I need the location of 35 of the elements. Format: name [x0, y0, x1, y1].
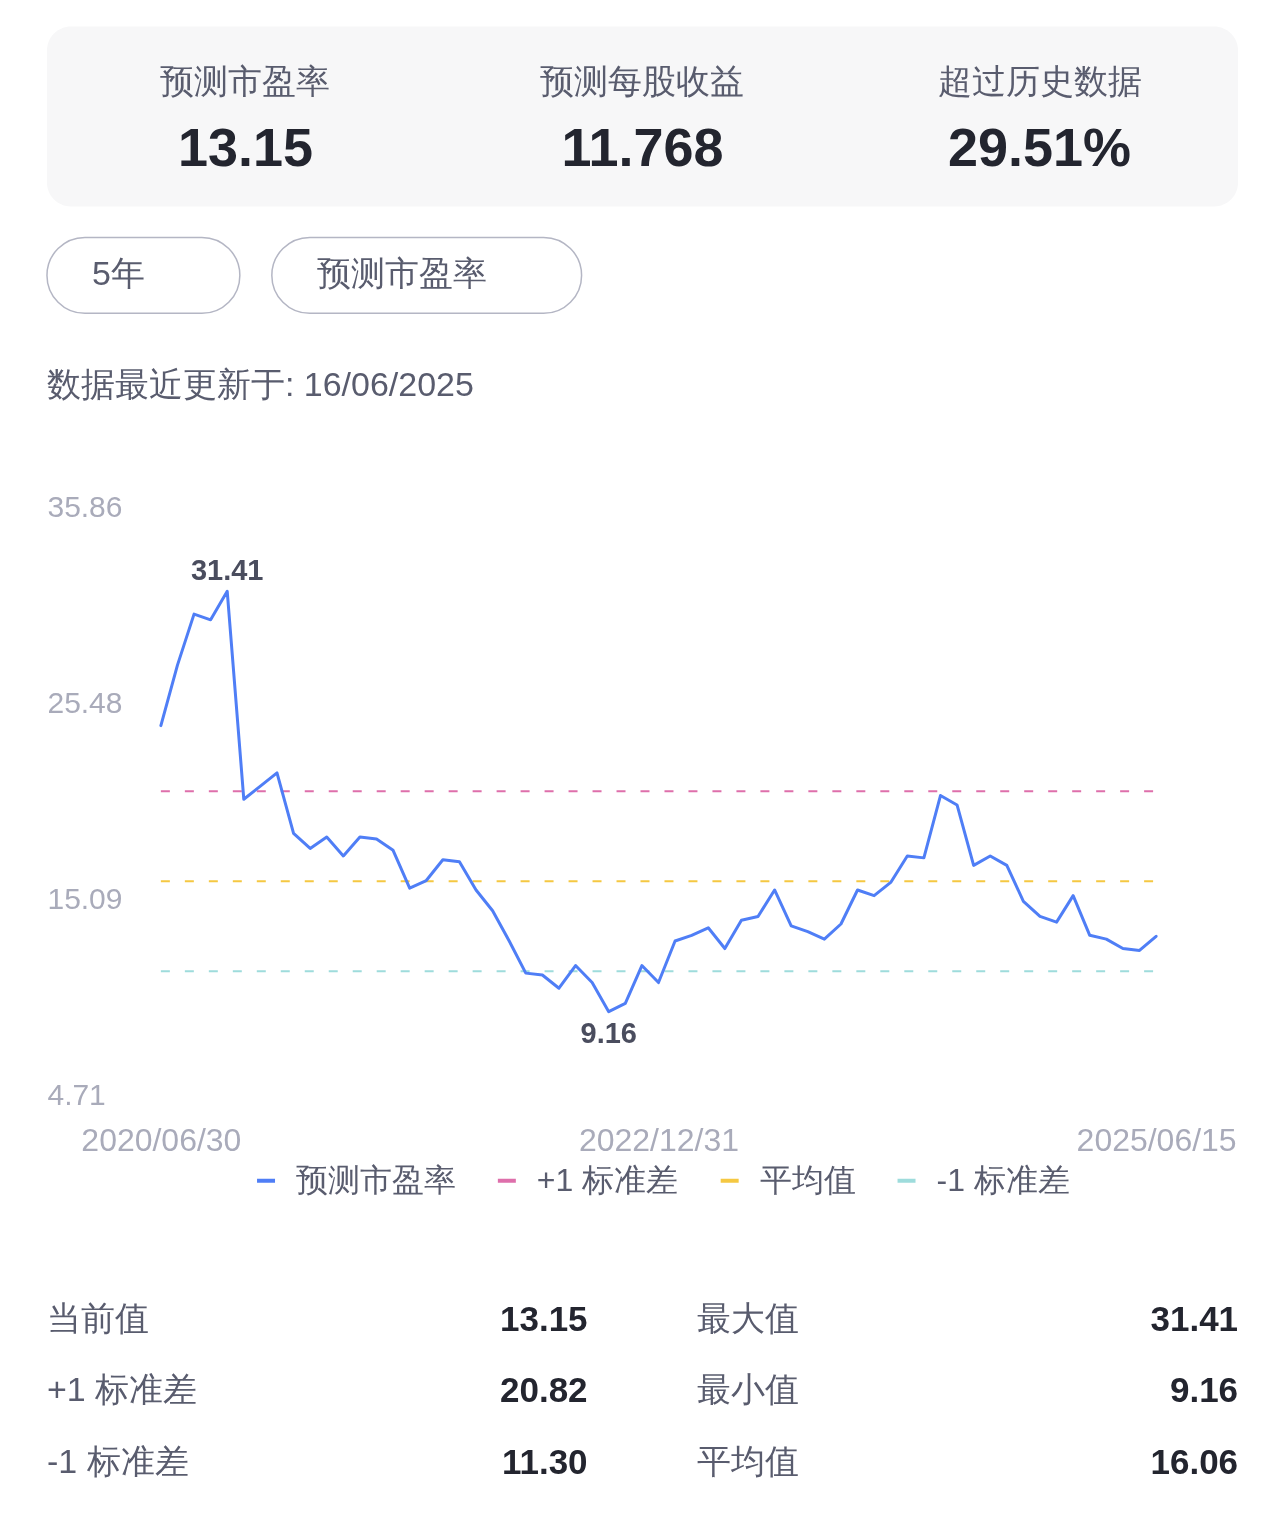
legend-label: +1 标准差 [536, 1161, 679, 1198]
text: 9.16 [1169, 1370, 1239, 1410]
legend-label: 预测市盈率 [296, 1161, 457, 1198]
x-tick-label: 2020/06/30 [81, 1122, 242, 1159]
legend-label: 平均值 [759, 1161, 856, 1198]
text: 13.15 [500, 1298, 588, 1338]
data-label: 9.16 [580, 1016, 637, 1049]
text: 31.41 [1150, 1298, 1239, 1338]
text: 预测市盈率 [160, 61, 331, 100]
x-tick-label: 2025/06/15 [1076, 1122, 1237, 1159]
text: 20.82 [500, 1370, 588, 1410]
text: 平均值 [697, 1442, 800, 1481]
text: 最大值 [697, 1298, 800, 1337]
text: 13.15 [177, 117, 313, 178]
text: 预测市盈率 [316, 254, 487, 293]
text: 最小值 [697, 1370, 800, 1409]
text: 16.06 [1150, 1442, 1239, 1482]
text: 超过历史数据 [937, 61, 1142, 100]
text: 预测每股收益 [540, 61, 745, 100]
text: 11.30 [501, 1442, 588, 1482]
text: 11.768 [561, 117, 724, 178]
legend-label: -1 标准差 [936, 1161, 1070, 1198]
y-tick-label: 35.86 [47, 489, 123, 523]
y-tick-label: 4.71 [47, 1078, 106, 1112]
y-tick-label: 25.48 [47, 685, 123, 719]
text: 数据最近更新于: 16/06/2025 [46, 365, 474, 404]
text: -1 标准差 [46, 1442, 189, 1481]
text: 29.51% [948, 117, 1131, 178]
x-tick-label: 2022/12/31 [578, 1122, 739, 1159]
text: 当前值 [46, 1298, 149, 1337]
y-tick-label: 15.09 [47, 882, 123, 916]
text: +1 标准差 [46, 1370, 198, 1409]
line-series [159, 589, 1158, 1014]
data-label: 31.41 [190, 554, 264, 587]
text: 5年 [91, 254, 145, 293]
